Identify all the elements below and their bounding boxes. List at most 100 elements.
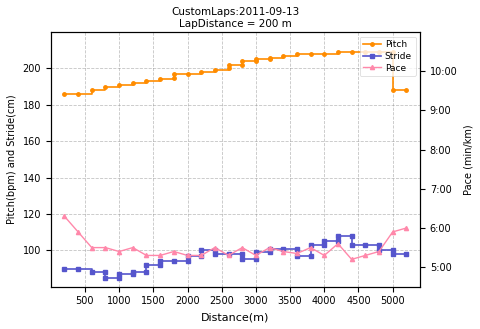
Pace (376, 249, 382, 253)
Stride (157, 259, 163, 263)
Stride (89, 270, 95, 274)
Stride (171, 259, 177, 263)
Pitch (157, 77, 163, 81)
Pitch (362, 50, 368, 54)
Pitch (404, 89, 409, 92)
Stride (267, 250, 273, 254)
Stride (226, 252, 231, 256)
Pace (240, 246, 245, 250)
Stride (75, 266, 81, 270)
Pace (390, 230, 396, 234)
Pace (226, 253, 231, 257)
Stride (240, 252, 245, 256)
Pace (212, 246, 218, 250)
Pace (253, 253, 259, 257)
Pace (362, 253, 368, 257)
Pitch (267, 58, 273, 62)
Pitch (253, 58, 259, 62)
Stride (103, 270, 108, 274)
Line: Pitch: Pitch (63, 50, 408, 96)
Pace (198, 253, 204, 257)
Line: Pace: Pace (62, 214, 408, 262)
Stride (130, 270, 136, 274)
Stride (116, 272, 122, 276)
Stride (322, 243, 327, 247)
Pitch (308, 52, 313, 56)
Pace (116, 249, 122, 253)
Pace (157, 253, 163, 257)
Pitch (212, 68, 218, 72)
Pitch (226, 63, 231, 67)
Legend: Pitch, Stride, Pace: Pitch, Stride, Pace (360, 37, 416, 76)
Pitch (280, 54, 286, 58)
Pace (61, 214, 67, 218)
Pitch (144, 79, 149, 83)
Pitch (294, 52, 300, 56)
Pace (185, 253, 191, 257)
Stride (308, 254, 313, 258)
Pace (144, 253, 149, 257)
Pace (404, 226, 409, 230)
Stride (198, 254, 204, 258)
Stride (404, 252, 409, 256)
Pitch (198, 70, 204, 74)
Pace (308, 246, 313, 250)
Y-axis label: Pace (min/km): Pace (min/km) (463, 124, 473, 195)
Stride (144, 270, 149, 274)
Pitch (376, 50, 382, 54)
Y-axis label: Pitch(bpm) and Stride(cm): Pitch(bpm) and Stride(cm) (7, 95, 17, 224)
Stride (349, 234, 355, 238)
Pitch (349, 50, 355, 54)
Pitch (240, 59, 245, 63)
Line: Stride: Stride (62, 234, 408, 280)
Stride (212, 248, 218, 252)
Stride (157, 263, 163, 267)
X-axis label: Distance(m): Distance(m) (201, 312, 270, 322)
Pace (171, 249, 177, 253)
Stride (185, 259, 191, 263)
Stride (376, 243, 382, 247)
Pitch (75, 92, 81, 96)
Pitch (103, 85, 108, 89)
Pace (267, 246, 273, 250)
Pitch (171, 72, 177, 76)
Pace (280, 249, 286, 253)
Stride (240, 258, 245, 262)
Pace (103, 246, 108, 250)
Stride (376, 248, 382, 252)
Pitch (61, 92, 67, 96)
Stride (335, 234, 341, 238)
Stride (308, 243, 313, 247)
Stride (335, 239, 341, 243)
Pace (89, 246, 95, 250)
Stride (130, 272, 136, 276)
Stride (294, 254, 300, 258)
Pitch (185, 72, 191, 76)
Stride (144, 263, 149, 267)
Stride (349, 243, 355, 247)
Pace (75, 230, 81, 234)
Pitch (390, 89, 396, 92)
Stride (253, 258, 259, 262)
Stride (280, 247, 286, 251)
Stride (212, 252, 218, 256)
Pitch (116, 83, 122, 87)
Stride (103, 276, 108, 280)
Pace (335, 242, 341, 246)
Pace (322, 253, 327, 257)
Pitch (130, 81, 136, 85)
Stride (294, 247, 300, 251)
Pace (130, 246, 136, 250)
Pitch (335, 50, 341, 54)
Stride (253, 250, 259, 254)
Pitch (267, 56, 273, 60)
Pace (294, 251, 300, 255)
Stride (267, 247, 273, 251)
Stride (362, 243, 368, 247)
Stride (185, 254, 191, 258)
Pace (349, 257, 355, 261)
Pitch (240, 63, 245, 67)
Pitch (390, 50, 396, 54)
Stride (390, 252, 396, 256)
Pitch (171, 76, 177, 80)
